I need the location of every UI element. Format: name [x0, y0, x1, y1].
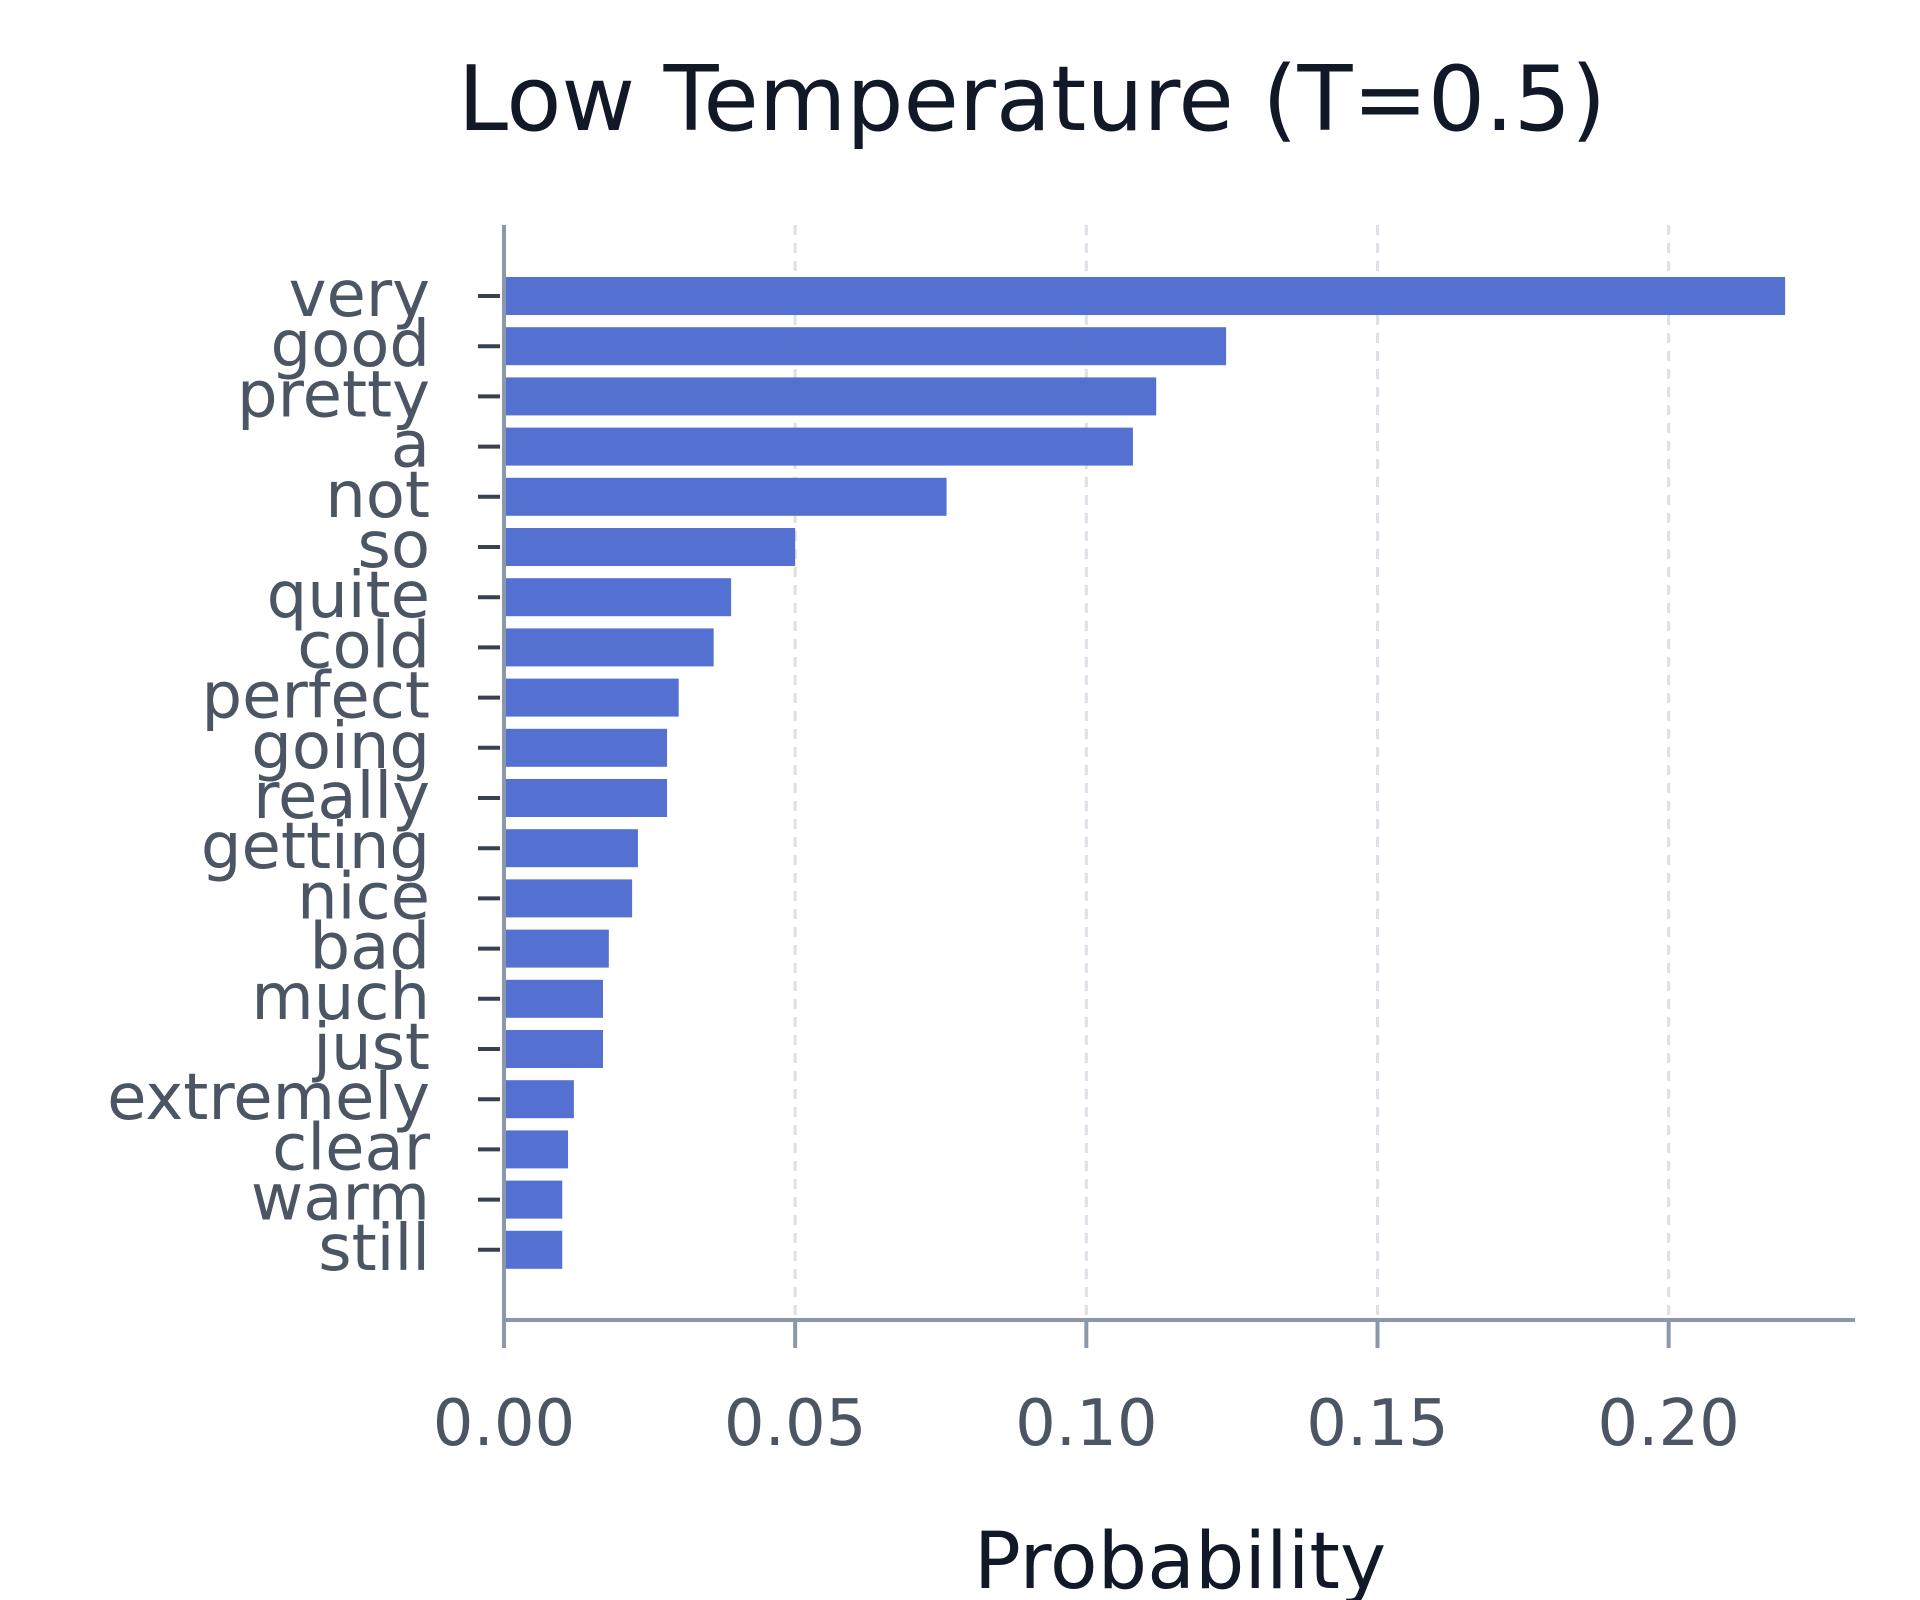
- x-tick-label: 0.15: [1306, 1387, 1449, 1461]
- y-tick-label: extremely: [107, 1061, 430, 1135]
- x-tick-label: 0.00: [433, 1387, 576, 1461]
- y-tick-label: clear: [272, 1111, 431, 1185]
- bar: [504, 477, 947, 516]
- bar: [504, 1130, 569, 1169]
- y-tick-label: so: [358, 509, 431, 583]
- y-tick-label: still: [318, 1212, 430, 1286]
- bar-series: [504, 277, 1786, 1269]
- y-tick-label: just: [311, 1011, 430, 1085]
- x-tick-label: 0.10: [1015, 1387, 1158, 1461]
- bar: [504, 1230, 563, 1269]
- axes: [478, 225, 1855, 1348]
- bar: [504, 879, 633, 918]
- y-tick-label: much: [251, 961, 430, 1035]
- bar: [504, 829, 638, 868]
- y-tick-label: really: [253, 760, 430, 834]
- tick-labels: 0.00 0.05 0.10 0.15 0.20 verygoodprettyanotso…: [107, 258, 1740, 1461]
- bar: [504, 678, 679, 717]
- y-tick-label: quite: [267, 559, 430, 633]
- bar: [504, 728, 668, 767]
- y-tick-label: not: [325, 459, 430, 533]
- x-tick-label: 0.20: [1597, 1387, 1740, 1461]
- y-tick-label: warm: [251, 1162, 430, 1236]
- bar: [504, 929, 609, 968]
- bar: [504, 377, 1157, 416]
- y-tick-label: cold: [297, 609, 430, 683]
- bar: [504, 427, 1133, 466]
- y-tick-label: good: [270, 308, 430, 382]
- bar: [504, 277, 1786, 315]
- bar: [504, 578, 732, 617]
- y-tick-label: getting: [201, 810, 430, 884]
- x-tick-label: 0.05: [724, 1387, 867, 1461]
- bar: [504, 327, 1227, 366]
- y-tick-label: bad: [310, 911, 430, 985]
- bar: [504, 1080, 574, 1119]
- bar: [504, 1180, 563, 1219]
- y-tick-label: nice: [297, 860, 430, 934]
- bar: [504, 779, 668, 817]
- y-tick-label: going: [251, 710, 430, 784]
- bar: [504, 979, 603, 1018]
- y-tick-label: a: [391, 409, 430, 483]
- bar: [504, 1030, 603, 1068]
- bar: [504, 528, 796, 566]
- y-tick-label: pretty: [237, 358, 430, 432]
- y-tick-label: very: [289, 258, 430, 332]
- chart-title: Low Temperature (T=0.5): [458, 47, 1606, 152]
- x-axis-label: Probability: [974, 1517, 1386, 1600]
- y-tick-label: perfect: [202, 660, 431, 734]
- bar: [504, 628, 714, 667]
